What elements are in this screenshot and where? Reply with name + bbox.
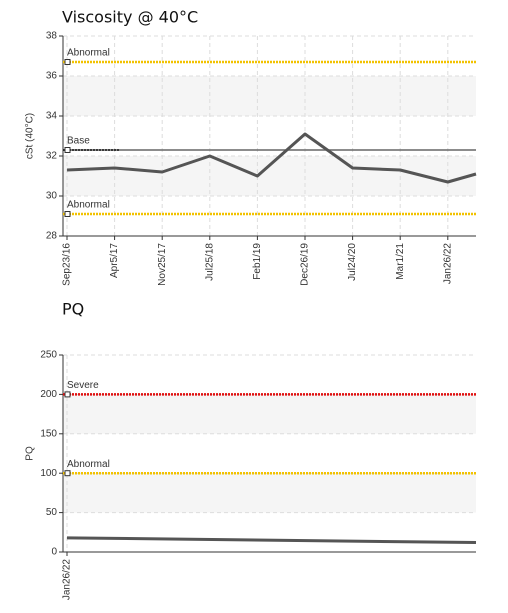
y-tick-label: 150	[40, 428, 57, 439]
chart-title: PQ	[62, 300, 84, 319]
band	[63, 156, 476, 196]
threshold-marker	[64, 59, 71, 65]
x-tick-label: Sep23/16	[62, 243, 73, 286]
threshold-label: Severe	[67, 380, 99, 391]
x-tick-label: Jul25/18	[204, 243, 215, 281]
y-tick-label: 50	[46, 507, 58, 518]
threshold-label: Abnormal	[67, 48, 110, 59]
x-tick-label: Dec26/19	[300, 243, 311, 286]
band	[63, 76, 476, 116]
y-tick-label: 200	[40, 389, 57, 400]
data-line	[66, 536, 477, 545]
base-marker	[64, 147, 71, 153]
chart-title: Viscosity @ 40°C	[62, 8, 198, 27]
x-tick-label: Nov25/17	[157, 243, 168, 286]
y-tick-label: 28	[46, 231, 58, 242]
band	[63, 473, 476, 513]
y-axis-label: cSt (40°C)	[25, 113, 36, 159]
x-tick-label: Jan26/22	[442, 243, 453, 285]
data-line	[66, 132, 477, 184]
base-label: Base	[67, 136, 90, 147]
x-tick-label: Feb1/19	[252, 243, 263, 280]
threshold-marker	[64, 211, 71, 217]
y-tick-label: 30	[46, 191, 58, 202]
threshold-label: Abnormal	[67, 459, 110, 470]
y-tick-label: 250	[40, 350, 57, 361]
y-tick-label: 36	[46, 71, 58, 82]
x-tick-label: Jan26/22	[62, 559, 73, 601]
threshold-marker	[64, 391, 71, 398]
y-axis-label: PQ	[25, 446, 36, 461]
y-tick-label: 100	[40, 468, 57, 479]
y-tick-label: 0	[51, 547, 57, 558]
band	[63, 394, 476, 434]
x-tick-label: Jul24/20	[347, 243, 358, 281]
y-tick-label: 34	[46, 111, 58, 122]
x-tick-label: Apr5/17	[109, 243, 120, 278]
x-tick-label: Mar1/21	[395, 243, 406, 280]
threshold-marker	[64, 470, 71, 477]
y-tick-label: 38	[46, 31, 58, 42]
threshold-label: Abnormal	[67, 200, 110, 211]
y-tick-label: 32	[46, 151, 58, 162]
